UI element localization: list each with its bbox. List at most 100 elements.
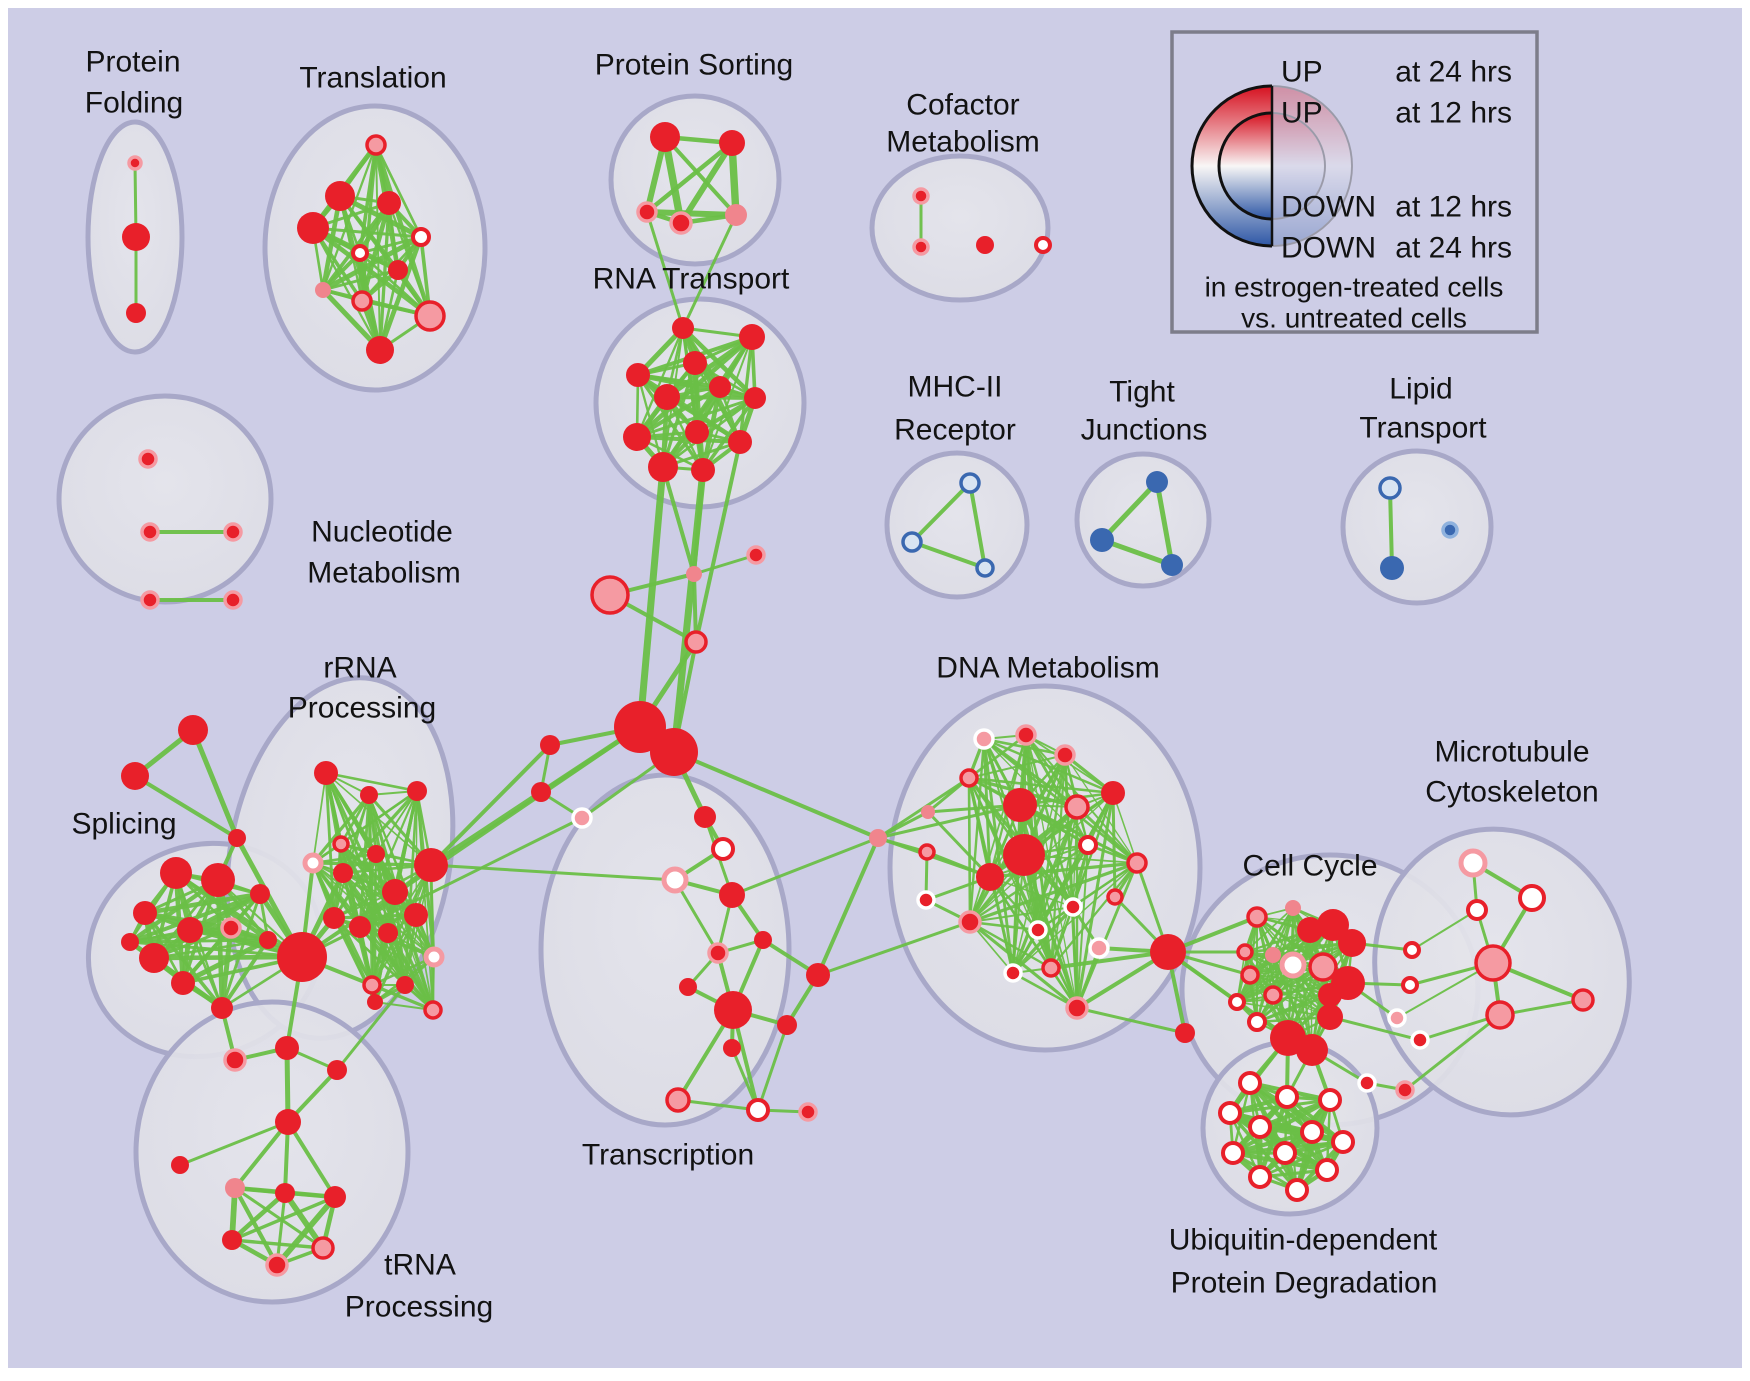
network-node-rw xyxy=(1078,835,1098,855)
network-node-r xyxy=(1317,909,1349,941)
network-node-pw xyxy=(302,852,324,874)
cluster-label: RNA Transport xyxy=(593,263,790,296)
legend-caption: in estrogen-treated cells xyxy=(1205,272,1504,303)
network-node-r xyxy=(121,762,149,790)
network-edge xyxy=(230,1195,337,1242)
network-edge xyxy=(910,481,972,544)
network-node-r xyxy=(626,363,650,387)
network-edge xyxy=(332,852,378,920)
network-node-rw xyxy=(1228,993,1246,1011)
network-node-r xyxy=(976,236,994,254)
network-node-rp xyxy=(1126,852,1148,874)
network-node-pr xyxy=(636,201,658,223)
network-node-p xyxy=(869,829,887,847)
network-node-pr xyxy=(223,522,243,542)
network-edge xyxy=(967,733,1028,780)
network-node-r xyxy=(126,303,146,323)
cluster-label: Processing xyxy=(345,1291,493,1324)
cluster-label: Junctions xyxy=(1081,414,1208,447)
network-node-r xyxy=(685,420,709,444)
network-node-rp xyxy=(1308,952,1338,982)
network-node-lb xyxy=(1441,521,1459,539)
network-node-r xyxy=(744,387,766,409)
network-edge xyxy=(358,925,436,959)
network-node-rw xyxy=(1273,1141,1297,1165)
network-node-r xyxy=(728,430,752,454)
network-edge xyxy=(1099,479,1160,543)
network-node-p xyxy=(225,1178,245,1198)
network-node-rp xyxy=(423,1000,443,1020)
network-edge xyxy=(429,743,552,867)
network-node-rw xyxy=(1248,1115,1272,1139)
cluster-label: Protein Sorting xyxy=(595,49,793,82)
network-edge xyxy=(661,396,757,469)
cluster-ellipse-protein-sorting xyxy=(608,93,782,267)
network-node-rw xyxy=(411,227,431,247)
network-node-pw xyxy=(1458,848,1488,878)
network-node-rp xyxy=(1041,958,1061,978)
network-edge xyxy=(968,861,1139,924)
network-edge xyxy=(1064,754,1138,864)
network-edge xyxy=(756,1023,789,1112)
network-edge xyxy=(229,1190,288,1243)
network-edge xyxy=(681,213,738,330)
network-node-pw xyxy=(423,946,445,968)
network-node-r xyxy=(714,991,752,1029)
network-node-wr xyxy=(1357,1073,1377,1093)
network-node-pr xyxy=(265,1253,289,1277)
network-edge xyxy=(876,803,1022,840)
network-edge xyxy=(738,335,754,444)
legend-time-label: at 12 hrs xyxy=(1395,97,1512,130)
network-node-r xyxy=(297,212,329,244)
network-edge xyxy=(1111,791,1117,899)
network-edge xyxy=(969,906,1074,923)
network-node-pr xyxy=(1015,724,1037,746)
network-node-r xyxy=(739,324,765,350)
network-node-r xyxy=(367,994,383,1010)
network-edge xyxy=(1154,479,1175,568)
network-edge xyxy=(1011,971,1079,1010)
network-edge xyxy=(1011,805,1079,975)
network-edge xyxy=(876,810,930,840)
network-node-r xyxy=(1003,834,1045,876)
network-node-rw xyxy=(746,1098,770,1122)
network-node-rp xyxy=(665,1087,691,1113)
network-node-rw xyxy=(1285,1178,1309,1202)
network-node-b xyxy=(1161,554,1183,576)
network-edge xyxy=(1071,905,1079,1010)
network-node-r xyxy=(694,806,716,828)
network-edge xyxy=(233,1186,325,1250)
network-node-wr xyxy=(1028,920,1048,940)
network-node-r xyxy=(367,845,385,863)
network-node-rp xyxy=(918,843,936,861)
network-node-p xyxy=(686,566,702,582)
network-edge xyxy=(1166,950,1290,1040)
cluster-label: Folding xyxy=(85,87,183,120)
network-node-r xyxy=(275,1109,301,1135)
network-node-rp xyxy=(351,290,373,312)
network-edge xyxy=(180,937,271,986)
network-node-pr xyxy=(912,238,930,256)
network-edge xyxy=(1256,929,1311,1023)
cluster-label: rRNA xyxy=(323,652,396,685)
network-node-r xyxy=(323,907,345,929)
network-edge xyxy=(663,135,738,217)
network-node-bw xyxy=(1378,476,1402,500)
network-node-rw xyxy=(1518,884,1546,912)
network-node-wr xyxy=(1410,1030,1430,1050)
network-node-r xyxy=(1101,781,1125,805)
node-layer xyxy=(121,122,1595,1277)
legend-glyph-solid-half xyxy=(1190,84,1272,248)
network-node-r xyxy=(531,782,551,802)
network-node-r xyxy=(679,978,697,996)
network-edge xyxy=(700,384,723,473)
network-node-pr xyxy=(669,211,693,235)
network-node-pr xyxy=(912,187,930,205)
network-node-r xyxy=(277,932,327,982)
network-edge xyxy=(142,891,263,916)
network-edge xyxy=(181,892,262,985)
network-node-pr xyxy=(1054,744,1076,766)
network-edge xyxy=(374,143,423,239)
network-node-pr xyxy=(223,590,243,610)
network-edge xyxy=(387,201,432,318)
